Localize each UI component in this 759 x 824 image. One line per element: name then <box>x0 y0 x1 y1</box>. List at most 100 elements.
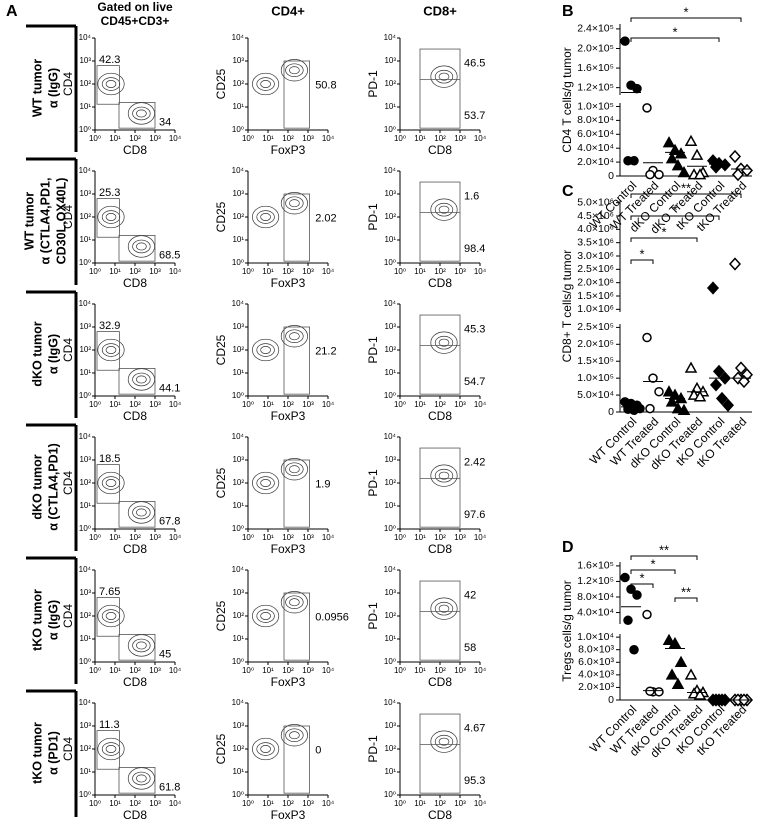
y-tick-label: 10⁰ <box>232 391 244 400</box>
contour <box>438 471 450 480</box>
data-point <box>709 378 723 392</box>
x-axis-label: FoxP3 <box>271 542 306 556</box>
x-tick-label: 10³ <box>302 666 314 675</box>
x-tick-label: 10⁴ <box>322 666 335 675</box>
x-tick-label: 10⁴ <box>322 799 335 808</box>
x-tick-label: 10³ <box>149 134 161 143</box>
y-tick-label: 10² <box>384 345 396 354</box>
significance-bracket <box>630 237 698 242</box>
x-tick-label: 10⁰ <box>242 799 254 808</box>
x-tick-label: 10³ <box>302 533 314 542</box>
contour <box>285 728 304 742</box>
x-axis-label: CD8 <box>123 143 147 157</box>
gate <box>283 193 311 262</box>
y-tick-label: 10² <box>384 79 396 88</box>
gate <box>419 713 461 794</box>
x-tick-label: 10⁰ <box>89 267 101 276</box>
contour <box>280 59 308 82</box>
column-header: CD45+CD3+ <box>101 14 170 28</box>
y-tick-label: 8.0×10⁴ <box>577 114 614 126</box>
data-point <box>662 385 676 397</box>
x-tick-label: 10⁴ <box>474 134 487 143</box>
data-point <box>737 374 751 389</box>
y-tick-label: 10³ <box>384 721 396 730</box>
gate-percent: 0 <box>315 745 321 757</box>
data-point <box>645 403 655 414</box>
gate <box>96 730 120 770</box>
x-tick-label: 10⁰ <box>242 666 254 675</box>
y-tick-label: 1.2×10⁵ <box>577 575 614 587</box>
data-point <box>654 386 664 397</box>
x-tick-label: 10⁰ <box>394 400 406 409</box>
x-axis-label: FoxP3 <box>271 143 306 157</box>
y-tick-label: 10¹ <box>384 634 396 643</box>
contour <box>438 72 450 81</box>
contour <box>127 767 155 790</box>
x-tick-label: 10⁴ <box>169 533 182 542</box>
y-axis-label: CD4 <box>61 72 75 96</box>
data-point <box>706 281 720 295</box>
gate-percent: 45.3 <box>464 324 485 336</box>
y-tick-label: 10² <box>79 79 91 88</box>
y-tick-label: 10⁰ <box>232 258 244 267</box>
data-point <box>693 168 707 180</box>
x-tick-label: 10⁴ <box>322 400 335 409</box>
x-axis-label: CD8 <box>428 808 452 822</box>
x-tick-label: 10¹ <box>109 666 121 675</box>
contour <box>438 604 450 613</box>
x-tick-label: 10¹ <box>414 533 426 542</box>
significance-bracket <box>630 37 720 42</box>
x-tick-label: 10⁴ <box>474 666 487 675</box>
y-axis-label: PD-1 <box>366 735 380 763</box>
data-point <box>671 677 685 690</box>
gate-percent: 50.8 <box>315 80 336 92</box>
contour <box>252 72 280 96</box>
contour <box>105 346 117 354</box>
x-tick-label: 10² <box>434 666 446 675</box>
contour <box>127 102 155 125</box>
x-axis-label: CD8 <box>428 276 452 290</box>
y-tick-label: 10⁰ <box>79 125 91 134</box>
x-tick-label: 10¹ <box>414 666 426 675</box>
x-tick-label: 10² <box>434 400 446 409</box>
y-axis-label: PD-1 <box>366 70 380 98</box>
x-tick-label: 10⁴ <box>474 267 487 276</box>
significance-bracket <box>630 193 742 198</box>
x-tick-label: 10⁰ <box>89 799 101 808</box>
data-point <box>629 644 639 655</box>
contour <box>289 199 300 208</box>
x-tick-label: 10⁴ <box>322 267 335 276</box>
y-tick-label: 10¹ <box>232 368 244 377</box>
contour <box>105 479 117 487</box>
x-tick-label: 10³ <box>302 134 314 143</box>
row-label: tKO tumor <box>30 722 44 784</box>
x-axis-label: FoxP3 <box>271 808 306 822</box>
contour <box>132 771 151 786</box>
y-tick-label: 10¹ <box>384 501 396 510</box>
x-axis-label: CD8 <box>123 409 147 423</box>
contour <box>430 331 458 354</box>
contour <box>136 109 147 118</box>
panel-letter: D <box>562 539 574 556</box>
y-tick-label: 10² <box>79 345 91 354</box>
gate <box>419 447 461 528</box>
y-tick-label: 1.5×10⁵ <box>577 355 614 367</box>
gate <box>96 198 120 238</box>
y-tick-label: 4.0×10⁴ <box>577 606 614 618</box>
x-tick-label: 10³ <box>454 267 466 276</box>
gate-percent: 2.02 <box>315 213 336 225</box>
y-tick-label: 10⁴ <box>79 299 92 308</box>
data-point <box>734 361 748 375</box>
contour <box>289 465 300 474</box>
y-axis-label: CD8+ T cells/g tumor <box>560 250 574 363</box>
contour <box>252 338 280 362</box>
y-tick-label: 10¹ <box>79 767 91 776</box>
y-tick-label: 10⁰ <box>384 258 396 267</box>
x-tick-label: 10¹ <box>109 533 121 542</box>
data-point <box>690 148 704 160</box>
contour <box>136 641 147 650</box>
data-point <box>684 134 698 146</box>
y-tick-label: 0 <box>608 406 614 418</box>
contour <box>101 210 121 224</box>
gate-percent: 7.65 <box>99 586 120 598</box>
